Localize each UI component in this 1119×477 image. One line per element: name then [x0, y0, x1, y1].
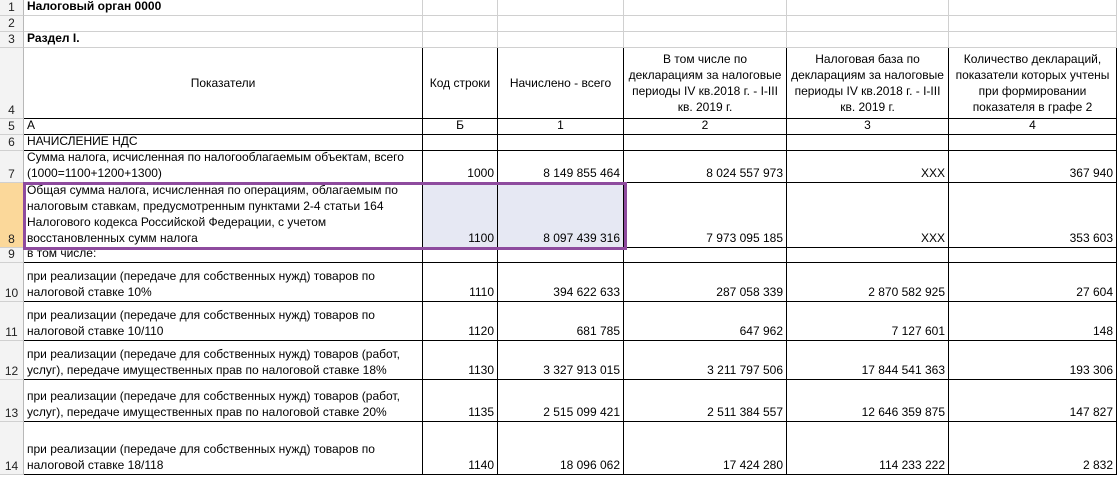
- cell[interactable]: 1: [498, 119, 624, 135]
- row-header[interactable]: 10: [0, 263, 24, 302]
- cell[interactable]: Общая сумма налога, исчисленная по опера…: [24, 183, 423, 248]
- cell[interactable]: 193 306: [949, 341, 1117, 380]
- cell[interactable]: 17 424 280: [624, 422, 787, 475]
- cell[interactable]: [423, 32, 498, 48]
- cell[interactable]: 4: [949, 119, 1117, 135]
- cell[interactable]: 3 327 913 015: [498, 341, 624, 380]
- cell[interactable]: [787, 135, 949, 151]
- cell[interactable]: 394 622 633: [498, 263, 624, 302]
- row-header[interactable]: 9: [0, 248, 24, 263]
- cell[interactable]: 2 832: [949, 422, 1117, 475]
- cell[interactable]: 17 844 541 363: [787, 341, 949, 380]
- cell[interactable]: [24, 16, 423, 32]
- cell[interactable]: 1120: [423, 302, 498, 341]
- cell[interactable]: [423, 135, 498, 151]
- cell[interactable]: НАЧИСЛЕНИЕ НДС: [24, 135, 423, 151]
- cell[interactable]: 8 024 557 973: [624, 151, 787, 183]
- cell[interactable]: 7 973 095 185: [624, 183, 787, 248]
- cell[interactable]: [624, 135, 787, 151]
- cell[interactable]: Б: [423, 119, 498, 135]
- cell[interactable]: [498, 248, 624, 263]
- cell[interactable]: при реализации (передаче для собственных…: [24, 263, 423, 302]
- row-header[interactable]: 7: [0, 151, 24, 183]
- row-header[interactable]: 5: [0, 119, 24, 135]
- cell[interactable]: 681 785: [498, 302, 624, 341]
- cell[interactable]: 27 604: [949, 263, 1117, 302]
- cell[interactable]: 2 511 384 557: [624, 380, 787, 422]
- cell[interactable]: [498, 135, 624, 151]
- cell[interactable]: [498, 16, 624, 32]
- row-header[interactable]: 8: [0, 183, 24, 248]
- cell[interactable]: [787, 16, 949, 32]
- row-header[interactable]: 4: [0, 48, 24, 119]
- row-header[interactable]: 11: [0, 302, 24, 341]
- cell[interactable]: [787, 0, 949, 16]
- row-header[interactable]: 3: [0, 32, 24, 48]
- cell[interactable]: [787, 248, 949, 263]
- cell[interactable]: [624, 16, 787, 32]
- cell[interactable]: [624, 248, 787, 263]
- cell[interactable]: Начислено - всего: [498, 48, 624, 119]
- cell[interactable]: 2: [624, 119, 787, 135]
- cell[interactable]: при реализации (передаче для собственных…: [24, 422, 423, 475]
- cell[interactable]: [423, 0, 498, 16]
- cell[interactable]: 647 962: [624, 302, 787, 341]
- cell[interactable]: 7 127 601: [787, 302, 949, 341]
- cell[interactable]: 114 233 222: [787, 422, 949, 475]
- cell[interactable]: [949, 16, 1117, 32]
- cell[interactable]: В том числе по декларациям за налоговые …: [624, 48, 787, 119]
- cell[interactable]: [423, 248, 498, 263]
- cell[interactable]: [498, 0, 624, 16]
- cell[interactable]: в том числе:: [24, 248, 423, 263]
- cell[interactable]: 1000: [423, 151, 498, 183]
- cell[interactable]: 367 940: [949, 151, 1117, 183]
- cell[interactable]: [949, 135, 1117, 151]
- cell[interactable]: при реализации (передаче для собственных…: [24, 341, 423, 380]
- row-header[interactable]: 13: [0, 380, 24, 422]
- cell[interactable]: 8 097 439 316: [498, 183, 624, 248]
- cell[interactable]: Код строки: [423, 48, 498, 119]
- cell[interactable]: 1135: [423, 380, 498, 422]
- cell[interactable]: [787, 32, 949, 48]
- cell[interactable]: Налоговая база по декларациям за налогов…: [787, 48, 949, 119]
- cell[interactable]: 2 515 099 421: [498, 380, 624, 422]
- row-header[interactable]: 2: [0, 16, 24, 32]
- cell[interactable]: при реализации (передаче для собственных…: [24, 380, 423, 422]
- cell[interactable]: 2 870 582 925: [787, 263, 949, 302]
- cell[interactable]: 148: [949, 302, 1117, 341]
- cell[interactable]: [949, 248, 1117, 263]
- cell[interactable]: 287 058 339: [624, 263, 787, 302]
- cell[interactable]: Количество деклараций, показатели которы…: [949, 48, 1117, 119]
- cell[interactable]: при реализации (передаче для собственных…: [24, 302, 423, 341]
- row-header[interactable]: 12: [0, 341, 24, 380]
- cell[interactable]: [949, 0, 1117, 16]
- cell[interactable]: 8 149 855 464: [498, 151, 624, 183]
- cell[interactable]: ХХХ: [787, 151, 949, 183]
- cell[interactable]: 1100: [423, 183, 498, 248]
- row-header[interactable]: 14: [0, 422, 24, 475]
- cell[interactable]: 12 646 359 875: [787, 380, 949, 422]
- cell[interactable]: Показатели: [24, 48, 423, 119]
- cell[interactable]: Раздел I.: [24, 32, 423, 48]
- cell[interactable]: [624, 32, 787, 48]
- row-header[interactable]: 6: [0, 135, 24, 151]
- cell[interactable]: 1140: [423, 422, 498, 475]
- cell[interactable]: [624, 0, 787, 16]
- cell[interactable]: [949, 32, 1117, 48]
- cell[interactable]: 3: [787, 119, 949, 135]
- cell[interactable]: А: [24, 119, 423, 135]
- cell[interactable]: 18 096 062: [498, 422, 624, 475]
- cell[interactable]: [423, 16, 498, 32]
- row-header[interactable]: 1: [0, 0, 24, 16]
- cell[interactable]: 353 603: [949, 183, 1117, 248]
- cell[interactable]: ХХХ: [787, 183, 949, 248]
- cell[interactable]: Сумма налога, исчисленная по налогооблаг…: [24, 151, 423, 183]
- cell[interactable]: 147 827: [949, 380, 1117, 422]
- cell[interactable]: 3 211 797 506: [624, 341, 787, 380]
- cell[interactable]: 1110: [423, 263, 498, 302]
- cell[interactable]: Налоговый орган 0000: [24, 0, 423, 16]
- cell[interactable]: 1130: [423, 341, 498, 380]
- cell[interactable]: [498, 32, 624, 48]
